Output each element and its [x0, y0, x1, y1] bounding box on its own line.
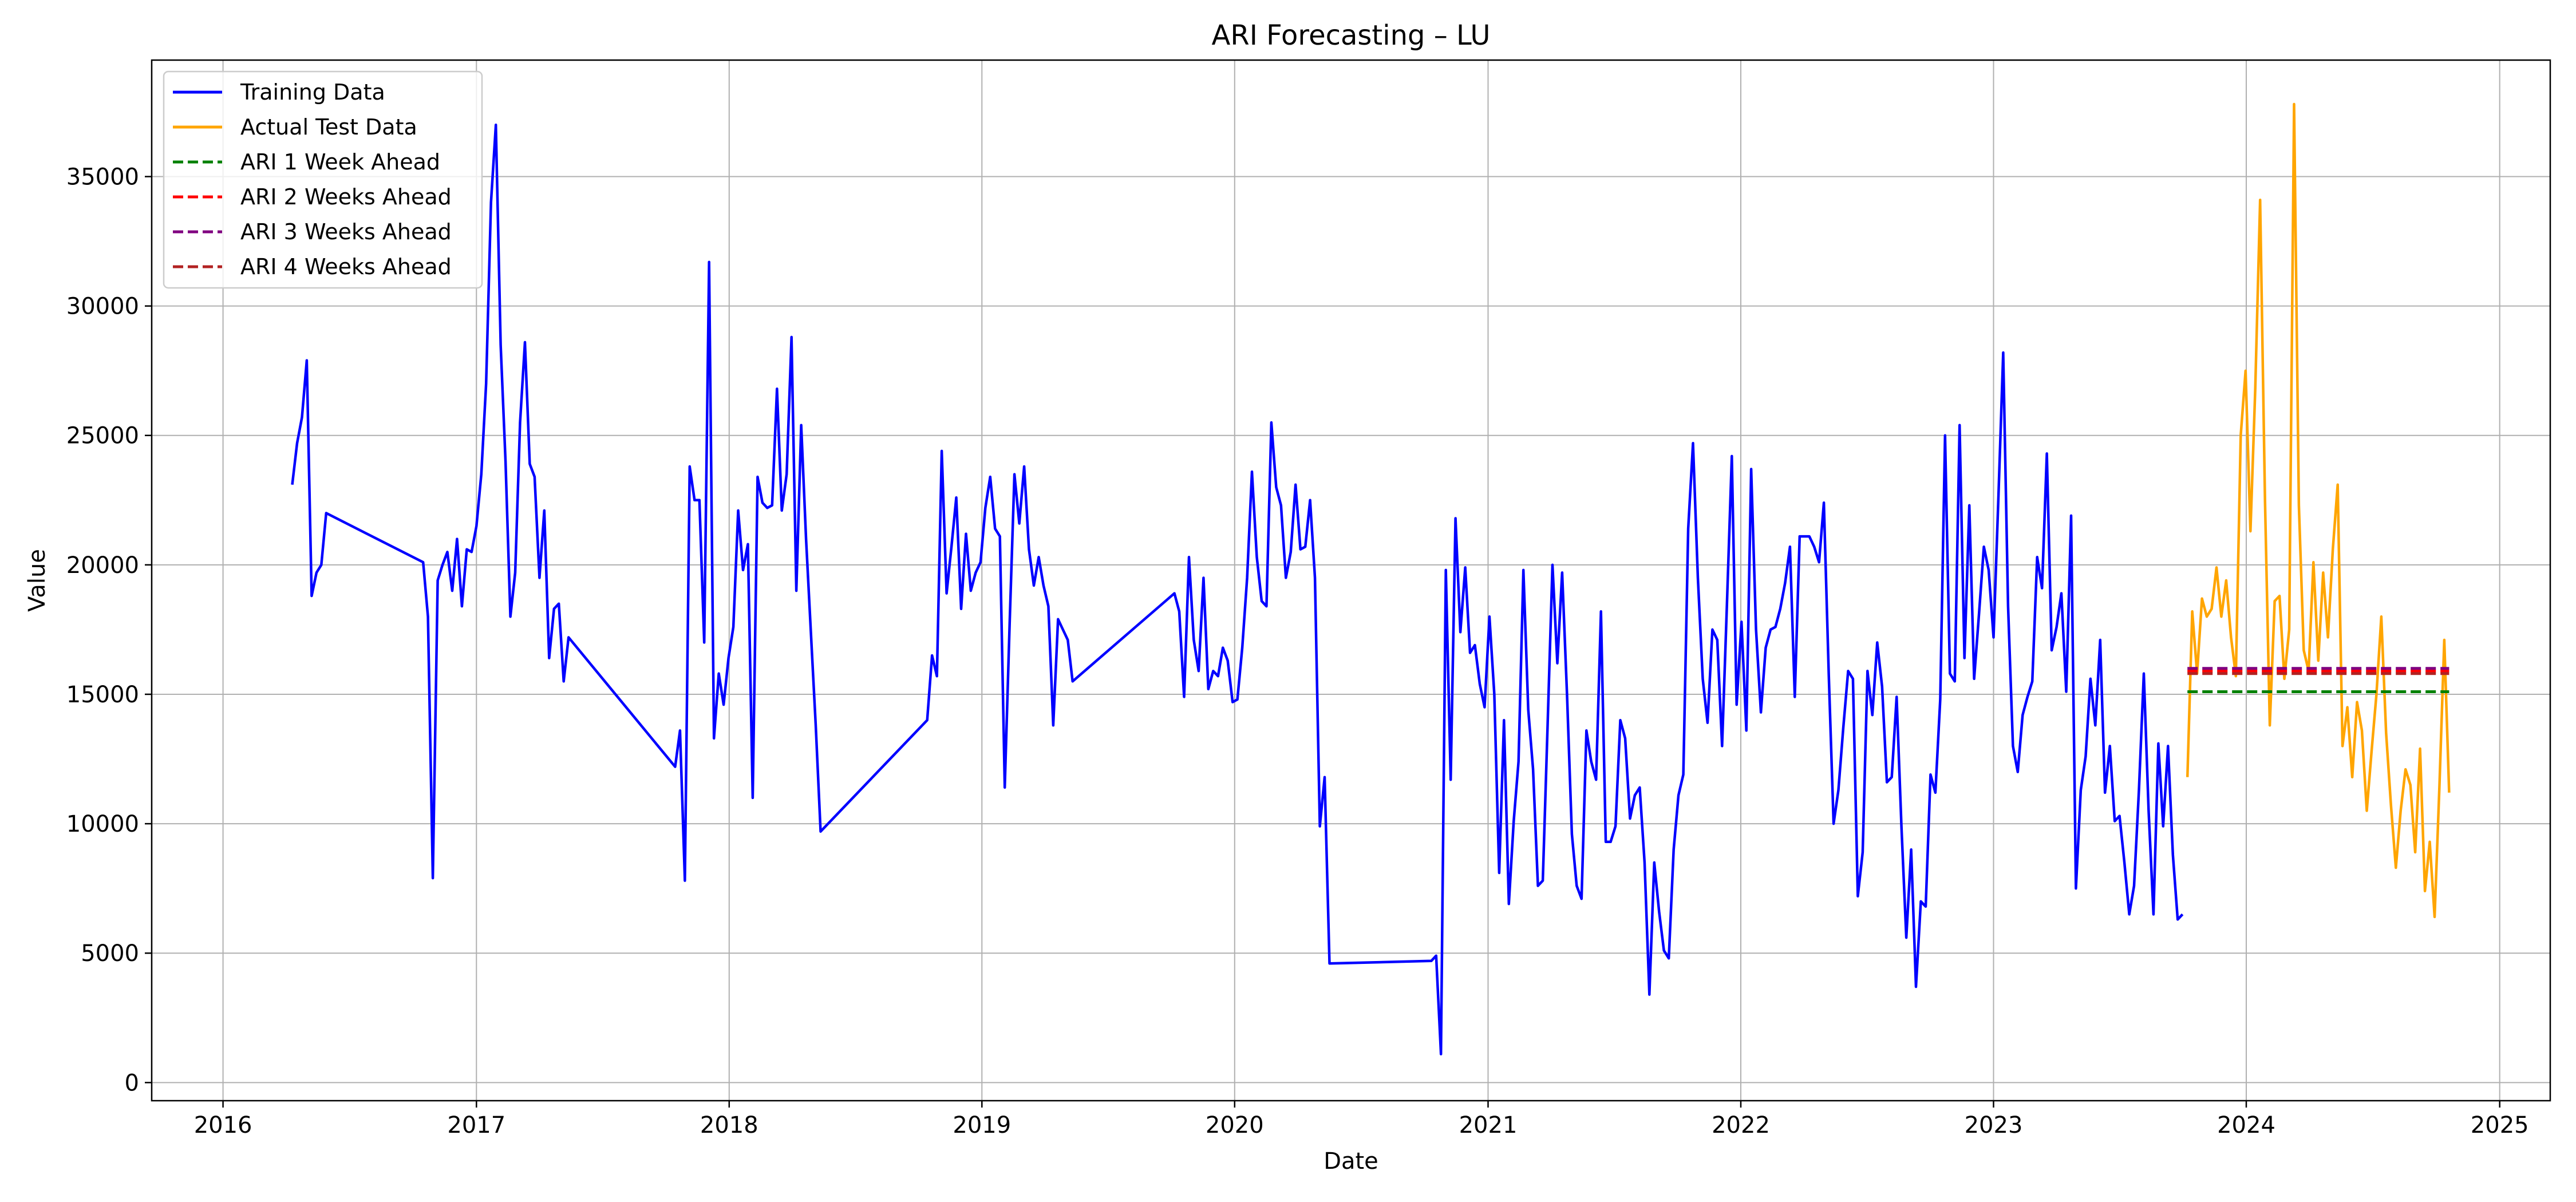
- series-line-actual-test-data: [2186, 102, 2451, 919]
- series-line-training-data: [291, 123, 2184, 1055]
- plot-frame: [151, 59, 2551, 1102]
- y-tick-label: 10000: [66, 811, 139, 837]
- grid-lines: [152, 60, 2550, 1101]
- legend-box: [163, 70, 483, 289]
- x-axis-label: Date: [1323, 1148, 1378, 1175]
- series-lines: [291, 102, 2451, 1055]
- x-tick-label: 2021: [1459, 1112, 1518, 1138]
- y-axis-ticks: 0 5000 10000 15000 20000 25000 30000 35000: [66, 164, 152, 1096]
- legend-label: Training Data: [240, 80, 385, 105]
- legend-label: ARI 2 Weeks Ahead: [240, 184, 452, 209]
- y-tick-label: 20000: [66, 552, 139, 579]
- legend-label: Actual Test Data: [240, 114, 417, 140]
- x-tick-label: 2023: [1965, 1112, 2023, 1138]
- legend-label: ARI 4 Weeks Ahead: [240, 254, 452, 279]
- x-tick-label: 2022: [1712, 1112, 1770, 1138]
- y-tick-label: 0: [125, 1070, 139, 1096]
- x-tick-label: 2019: [953, 1112, 1011, 1138]
- legend-label: ARI 1 Week Ahead: [240, 149, 440, 175]
- chart-title: ARI Forecasting – LU: [1212, 19, 1491, 52]
- x-tick-label: 2017: [447, 1112, 505, 1138]
- legend: Training Data Actual Test Data ARI 1 Week …: [163, 70, 483, 289]
- legend-label: ARI 3 Weeks Ahead: [240, 219, 452, 244]
- y-tick-label: 15000: [66, 682, 139, 708]
- y-axis-label: Value: [24, 549, 50, 612]
- y-tick-label: 30000: [66, 294, 139, 320]
- y-tick-label: 25000: [66, 423, 139, 449]
- y-tick-label: 35000: [66, 164, 139, 191]
- x-tick-label: 2018: [700, 1112, 758, 1138]
- y-tick-label: 5000: [81, 940, 139, 967]
- x-axis-ticks: 2016 2017 2018 2019 2020 2021 2022 2023 2024 2025: [194, 1101, 2529, 1138]
- x-tick-label: 2024: [2217, 1112, 2275, 1138]
- x-tick-label: 2025: [2471, 1112, 2529, 1138]
- x-tick-label: 2016: [194, 1112, 252, 1138]
- x-tick-label: 2020: [1206, 1112, 1264, 1138]
